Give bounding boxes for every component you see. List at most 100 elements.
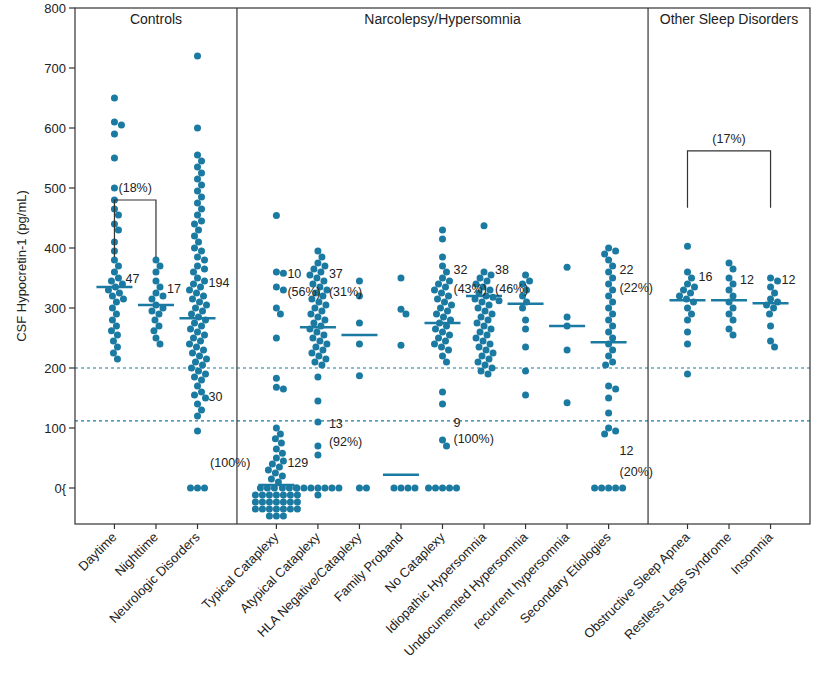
data-point [356,320,363,327]
data-point [198,182,205,189]
data-point [279,473,286,480]
data-point [433,311,440,318]
data-point [323,341,330,348]
data-point [322,302,329,309]
data-point [200,347,207,354]
data-point [201,485,208,492]
y-tick-label: 800 [44,1,66,16]
data-point [111,155,118,162]
data-point [612,386,619,393]
data-point [766,311,773,318]
data-point [311,305,318,312]
data-point [475,359,482,366]
data-point [684,371,691,378]
data-point [767,338,774,345]
data-point [194,383,201,390]
data-point [194,125,201,132]
data-point [481,269,488,276]
y-tick [69,127,75,128]
data-point [252,499,259,506]
median-bar [383,473,419,476]
data-point [605,317,612,324]
data-point [774,278,781,285]
data-point [280,386,287,393]
data-point [356,341,363,348]
data-point [726,311,733,318]
data-point [483,347,490,354]
data-point [156,341,163,348]
data-point [201,266,208,273]
data-point [294,492,301,499]
data-point [321,263,328,270]
data-point [439,485,446,492]
data-point [479,299,486,306]
data-point [439,389,446,396]
data-point [115,227,122,234]
data-point [110,350,117,357]
data-point [356,278,363,285]
data-point [310,266,317,273]
data-point [767,323,774,330]
data-point [691,284,698,291]
data-point [111,257,118,264]
y-tick-label: 100 [44,421,66,436]
y-tick [69,487,75,488]
data-point [198,170,205,177]
data-point [273,375,280,382]
data-point [203,356,210,363]
data-point [438,344,445,351]
data-point [478,368,485,375]
data-point [111,95,118,102]
bracket [114,200,156,257]
data-point [605,383,612,390]
data-point [189,350,196,357]
data-point [564,347,571,354]
data-point [198,377,205,384]
data-point [320,278,327,285]
data-point [259,492,266,499]
data-point [314,314,321,321]
data-point [190,335,197,342]
data-point [486,302,493,309]
data-point [308,350,315,357]
data-point [194,212,201,219]
data-point [688,275,695,282]
category-label: Typical Cataplexy [199,529,282,612]
category-label: Neurologic Disorders [106,529,203,626]
data-point [519,305,526,312]
data-point [609,359,616,366]
data-point [487,341,494,348]
data-point [201,332,208,339]
data-point [482,308,489,315]
data-point [320,332,327,339]
category-label: Restless Legs Syndrome [621,530,734,643]
y-tick [69,307,75,308]
reference-line [75,420,810,421]
data-point [605,281,612,288]
data-point [110,338,117,345]
data-point [440,314,447,321]
data-point [435,335,442,342]
x-tick [728,524,729,529]
data-point [315,299,322,306]
data-point [612,248,619,255]
data-point [116,290,123,297]
count-label: 12 [620,444,634,458]
data-point [441,299,448,306]
data-point [194,53,201,60]
data-point [488,272,495,279]
data-point [108,278,115,285]
marks [96,53,788,520]
data-point [605,353,612,360]
median-bar [425,322,461,325]
count-label: 30 [209,390,223,404]
data-point [148,296,155,303]
data-point [445,347,452,354]
data-point [476,344,483,351]
count-label: (100%) [210,456,250,470]
data-point [730,317,737,324]
data-point [605,293,612,300]
data-point [478,314,485,321]
data-point [432,485,439,492]
reference-line [75,367,810,368]
